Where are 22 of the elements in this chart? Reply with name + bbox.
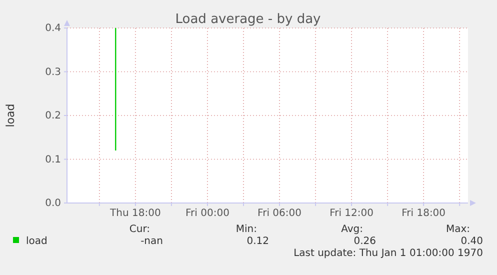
text: Cur: — [129, 224, 150, 235]
text: 0.40 — [460, 236, 483, 247]
y-tick-label: 0.2 — [45, 110, 61, 122]
x-tick-label: Fri 06:00 — [258, 208, 302, 220]
text: Last update: Thu Jan 1 01:00:00 1970 — [294, 248, 483, 259]
text: Avg: — [341, 224, 363, 235]
text: -nan — [140, 236, 163, 247]
text: Max: — [446, 224, 470, 235]
x-tick-label: Fri 12:00 — [330, 208, 374, 220]
x-tick-label: Fri 00:00 — [186, 208, 230, 220]
chart-title: Load average - by day — [175, 12, 322, 27]
y-axis-title: load — [4, 104, 17, 128]
legend-label: load — [26, 236, 48, 247]
y-tick-label: 0.4 — [45, 23, 61, 34]
x-tick-label: Fri 18:00 — [402, 208, 446, 220]
text: Min: — [236, 224, 257, 235]
text: 0.26 — [354, 236, 376, 247]
y-tick-label: 0.0 — [45, 198, 61, 210]
y-tick-label: 0.1 — [45, 154, 61, 166]
text: 0.12 — [246, 236, 269, 247]
x-tick-label: Thu 18:00 — [109, 208, 161, 220]
y-tick-label: 0.3 — [45, 66, 61, 78]
